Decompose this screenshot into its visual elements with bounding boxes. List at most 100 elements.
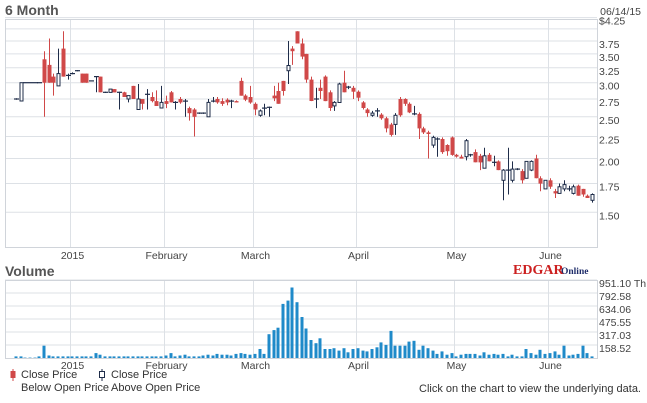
volume-bar[interactable]	[407, 341, 411, 358]
volume-bar[interactable]	[389, 330, 393, 358]
candle[interactable]	[112, 89, 117, 93]
candle[interactable]	[225, 98, 230, 106]
candle[interactable]	[538, 176, 543, 192]
candle[interactable]	[393, 113, 398, 135]
candle[interactable]	[384, 116, 389, 133]
candle[interactable]	[342, 70, 347, 93]
volume-bar[interactable]	[173, 356, 177, 358]
candle[interactable]	[211, 97, 216, 103]
volume-bar[interactable]	[234, 353, 238, 358]
volume-bar[interactable]	[192, 356, 196, 358]
candle[interactable]	[66, 73, 71, 80]
volume-bar[interactable]	[585, 353, 589, 358]
volume-bar[interactable]	[515, 356, 519, 358]
volume-bar[interactable]	[426, 348, 430, 358]
volume-bar[interactable]	[183, 354, 187, 358]
volume-bar[interactable]	[478, 355, 482, 359]
volume-bar[interactable]	[543, 353, 547, 358]
volume-bar[interactable]	[440, 351, 444, 358]
candle[interactable]	[61, 31, 66, 77]
candle[interactable]	[581, 188, 586, 197]
candle[interactable]	[215, 97, 220, 104]
volume-bar[interactable]	[342, 348, 346, 358]
volume-bar[interactable]	[150, 356, 154, 358]
volume-bar[interactable]	[548, 353, 552, 358]
candle[interactable]	[80, 73, 85, 83]
volume-bar[interactable]	[154, 356, 158, 358]
candle[interactable]	[187, 106, 192, 121]
volume-bar[interactable]	[365, 351, 369, 358]
volume-bar[interactable]	[42, 345, 46, 358]
volume-bar[interactable]	[403, 345, 407, 358]
candle[interactable]	[70, 72, 75, 75]
candle[interactable]	[398, 97, 403, 117]
volume-bar[interactable]	[19, 356, 23, 358]
candle[interactable]	[56, 48, 61, 87]
candle[interactable]	[412, 105, 417, 116]
volume-bar[interactable]	[300, 317, 304, 358]
candle[interactable]	[543, 179, 548, 190]
candle[interactable]	[459, 154, 464, 159]
candle[interactable]	[304, 53, 309, 83]
volume-bar[interactable]	[501, 353, 505, 358]
candle[interactable]	[379, 113, 384, 120]
candle[interactable]	[164, 95, 169, 109]
candle[interactable]	[445, 144, 450, 156]
volume-bar[interactable]	[61, 356, 65, 358]
volume-bar[interactable]	[351, 349, 355, 358]
volume-bar[interactable]	[56, 356, 60, 358]
volume-bar[interactable]	[346, 352, 350, 358]
volume-bar[interactable]	[187, 356, 191, 358]
candle[interactable]	[300, 38, 305, 60]
volume-bar[interactable]	[276, 327, 280, 358]
candle[interactable]	[534, 154, 539, 179]
candle[interactable]	[19, 82, 24, 102]
candle[interactable]	[370, 110, 375, 117]
volume-bar[interactable]	[211, 355, 215, 359]
candle[interactable]	[501, 169, 506, 201]
candle[interactable]	[361, 101, 366, 110]
volume-bar[interactable]	[431, 350, 435, 358]
volume-bar[interactable]	[159, 356, 163, 358]
candle[interactable]	[314, 87, 319, 109]
volume-bar[interactable]	[379, 342, 383, 358]
candle[interactable]	[567, 185, 572, 192]
volume-bar[interactable]	[145, 356, 149, 358]
volume-bar[interactable]	[70, 356, 74, 358]
candle[interactable]	[318, 79, 323, 99]
candle[interactable]	[248, 85, 253, 104]
candle[interactable]	[262, 103, 267, 116]
volume-bar[interactable]	[108, 356, 112, 358]
volume-bars[interactable]	[14, 287, 594, 359]
volume-bar[interactable]	[229, 355, 233, 359]
volume-bar[interactable]	[131, 356, 135, 358]
volume-bar[interactable]	[239, 353, 243, 358]
candle[interactable]	[201, 112, 206, 114]
candle[interactable]	[229, 99, 234, 109]
volume-bar[interactable]	[215, 353, 219, 358]
volume-bar[interactable]	[318, 338, 322, 358]
volume-bar[interactable]	[66, 356, 70, 358]
candle[interactable]	[478, 153, 483, 171]
candle[interactable]	[454, 153, 459, 158]
volume-bar[interactable]	[225, 354, 229, 358]
volume-bar[interactable]	[314, 343, 318, 358]
volume-bar[interactable]	[337, 350, 341, 358]
candle[interactable]	[389, 122, 394, 137]
volume-bar[interactable]	[468, 353, 472, 358]
volume-bar[interactable]	[510, 354, 514, 358]
candles[interactable]	[14, 31, 595, 203]
volume-bar[interactable]	[103, 356, 107, 358]
volume-bar[interactable]	[80, 356, 84, 358]
volume-bar[interactable]	[248, 354, 252, 358]
volume-bar[interactable]	[590, 356, 594, 358]
candle[interactable]	[496, 160, 501, 171]
volume-bar[interactable]	[122, 356, 126, 358]
volume-bar[interactable]	[398, 345, 402, 358]
volume-bar[interactable]	[201, 355, 205, 359]
volume-bar[interactable]	[473, 353, 477, 358]
candle[interactable]	[150, 92, 155, 103]
volume-bar[interactable]	[94, 353, 98, 358]
volume-bar[interactable]	[267, 334, 271, 358]
